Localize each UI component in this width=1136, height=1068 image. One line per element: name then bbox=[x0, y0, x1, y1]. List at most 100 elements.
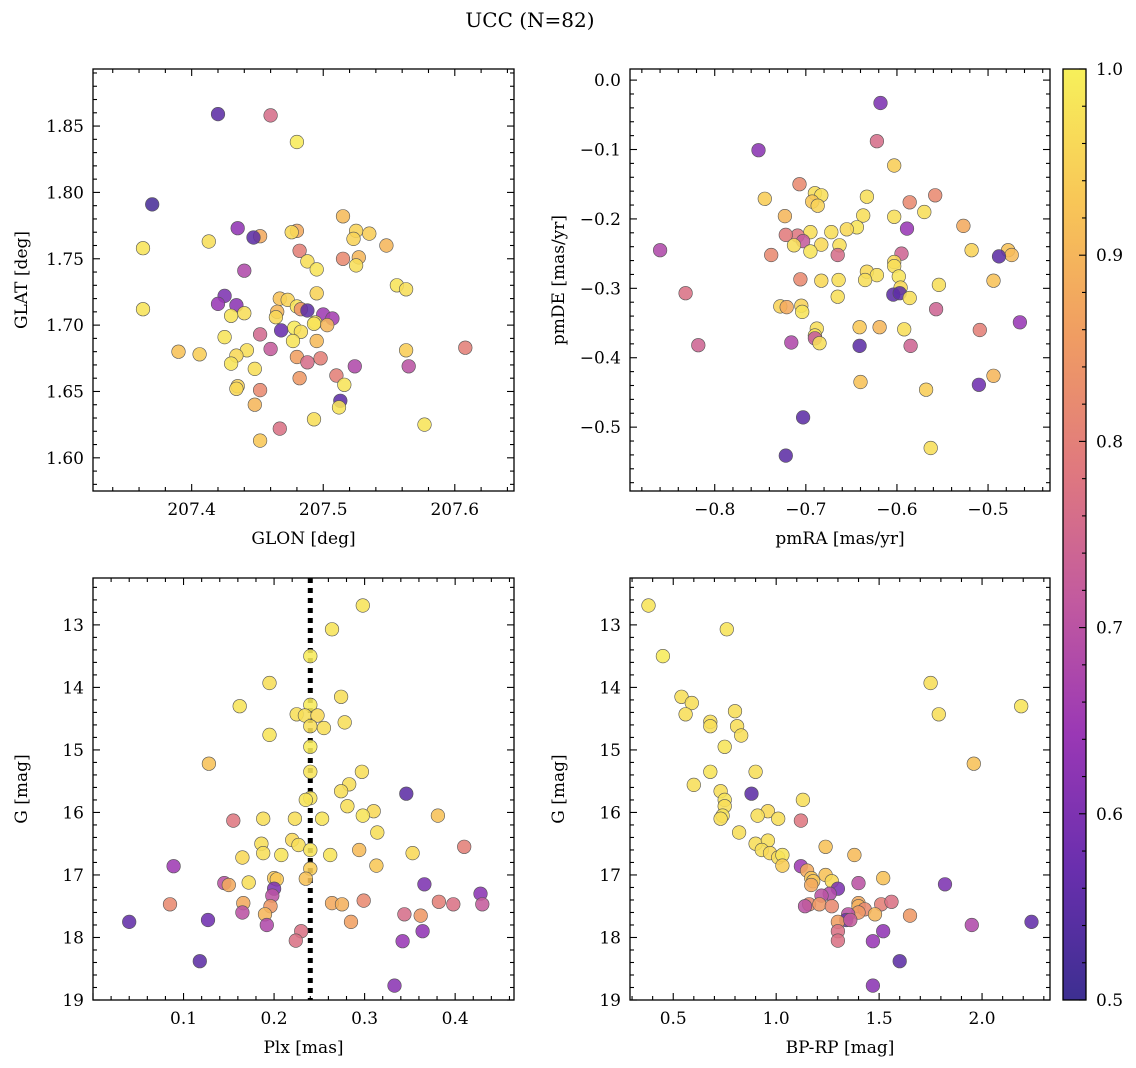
data-point bbox=[337, 715, 352, 730]
data-point bbox=[292, 243, 307, 258]
data-point bbox=[246, 230, 261, 245]
data-point bbox=[192, 347, 207, 362]
data-point bbox=[887, 158, 902, 173]
data-point bbox=[210, 296, 226, 312]
data-point bbox=[1012, 315, 1028, 330]
data-point bbox=[320, 318, 335, 333]
y-tick-label: 17 bbox=[62, 866, 84, 886]
x-tick-label: −0.8 bbox=[694, 500, 735, 520]
data-point bbox=[731, 825, 747, 840]
x-tick-label: 0.4 bbox=[442, 1009, 469, 1029]
data-point bbox=[356, 893, 371, 908]
data-point bbox=[795, 410, 811, 425]
data-point bbox=[334, 689, 349, 704]
data-point bbox=[727, 704, 743, 719]
data-point bbox=[370, 825, 385, 840]
data-point bbox=[902, 908, 918, 923]
data-point bbox=[335, 209, 351, 224]
data-point bbox=[750, 808, 765, 823]
data-point bbox=[399, 343, 414, 358]
data-point bbox=[263, 108, 278, 123]
data-point bbox=[303, 739, 318, 754]
colorbar: 0.5 0.6 0.7 0.8 0.9 1.0 bbox=[1062, 60, 1123, 1011]
panel-glon-glat: 207.4 207.5 207.6 1.60 1.65 1.70 1.75 1.80 1.85 G… bbox=[12, 68, 515, 549]
data-point bbox=[824, 225, 839, 240]
y-tick-label: 1.75 bbox=[46, 250, 84, 270]
data-point bbox=[303, 719, 318, 734]
data-point bbox=[430, 808, 446, 823]
x-tick-label: 0.2 bbox=[261, 1009, 288, 1029]
data-point bbox=[795, 304, 810, 320]
data-point bbox=[717, 739, 732, 754]
scatter-points bbox=[122, 598, 490, 993]
data-point bbox=[918, 382, 934, 397]
x-tick-label: −0.5 bbox=[967, 500, 1008, 520]
data-point bbox=[818, 839, 833, 854]
data-point bbox=[253, 383, 268, 398]
y-tick-label: 15 bbox=[62, 741, 84, 761]
axes-frame bbox=[92, 577, 515, 1001]
data-point bbox=[917, 204, 932, 220]
scatter-points bbox=[135, 106, 473, 448]
data-point bbox=[674, 689, 689, 704]
data-point bbox=[856, 208, 871, 223]
data-point bbox=[792, 177, 807, 192]
data-point bbox=[986, 368, 1001, 383]
colorbar-gradient bbox=[1063, 69, 1086, 1000]
data-point bbox=[284, 225, 299, 240]
y-axis-label: pmDE [mas/yr] bbox=[549, 215, 569, 345]
data-point bbox=[397, 907, 412, 922]
x-tick-label: 207.5 bbox=[299, 500, 348, 520]
data-point bbox=[847, 847, 862, 863]
x-tick-label: 1.5 bbox=[866, 1009, 893, 1029]
data-point bbox=[812, 897, 827, 912]
data-point bbox=[684, 695, 699, 711]
data-point bbox=[793, 813, 809, 828]
data-point bbox=[872, 320, 887, 335]
data-point bbox=[166, 859, 181, 874]
data-point bbox=[457, 839, 472, 854]
data-point bbox=[902, 290, 917, 306]
data-point bbox=[298, 792, 313, 808]
data-point bbox=[309, 262, 324, 277]
data-point bbox=[928, 302, 944, 317]
data-point bbox=[230, 221, 245, 236]
data-point bbox=[235, 850, 250, 865]
figure-title: UCC (N=82) bbox=[465, 8, 594, 32]
data-point bbox=[293, 324, 309, 339]
data-point bbox=[303, 648, 318, 664]
data-point bbox=[241, 875, 256, 890]
data-point bbox=[966, 756, 981, 771]
data-point bbox=[839, 222, 854, 237]
data-point bbox=[145, 197, 160, 212]
data-point bbox=[869, 134, 885, 149]
panel-plx-g: 0.1 0.2 0.3 0.4 13 14 15 16 17 18 19 Plx [mas] G [ma… bbox=[12, 577, 515, 1058]
data-point bbox=[417, 417, 432, 432]
data-point bbox=[268, 310, 284, 325]
axes-frame bbox=[629, 68, 1051, 492]
data-point bbox=[224, 308, 239, 323]
colorbar-tick-label: 0.5 bbox=[1096, 991, 1123, 1011]
data-point bbox=[876, 924, 891, 939]
data-point bbox=[289, 134, 305, 150]
data-point bbox=[300, 303, 315, 318]
data-point bbox=[810, 198, 825, 213]
data-point bbox=[405, 845, 420, 861]
y-tick-label: 19 bbox=[62, 991, 84, 1011]
data-point bbox=[217, 330, 232, 345]
data-point bbox=[334, 784, 349, 799]
data-point bbox=[253, 433, 268, 448]
data-point bbox=[784, 335, 799, 350]
y-tick-label: 15 bbox=[599, 741, 621, 761]
data-point bbox=[292, 371, 307, 386]
y-axis-label: G [mag] bbox=[549, 754, 569, 823]
data-point bbox=[867, 907, 883, 922]
data-point bbox=[135, 302, 151, 317]
data-point bbox=[757, 191, 772, 206]
data-point bbox=[122, 914, 137, 930]
data-point bbox=[274, 847, 289, 863]
data-point bbox=[349, 258, 364, 273]
data-point bbox=[253, 327, 268, 342]
y-tick-label: 19 bbox=[599, 991, 621, 1011]
y-axis-label: GLAT [deg] bbox=[12, 231, 32, 329]
